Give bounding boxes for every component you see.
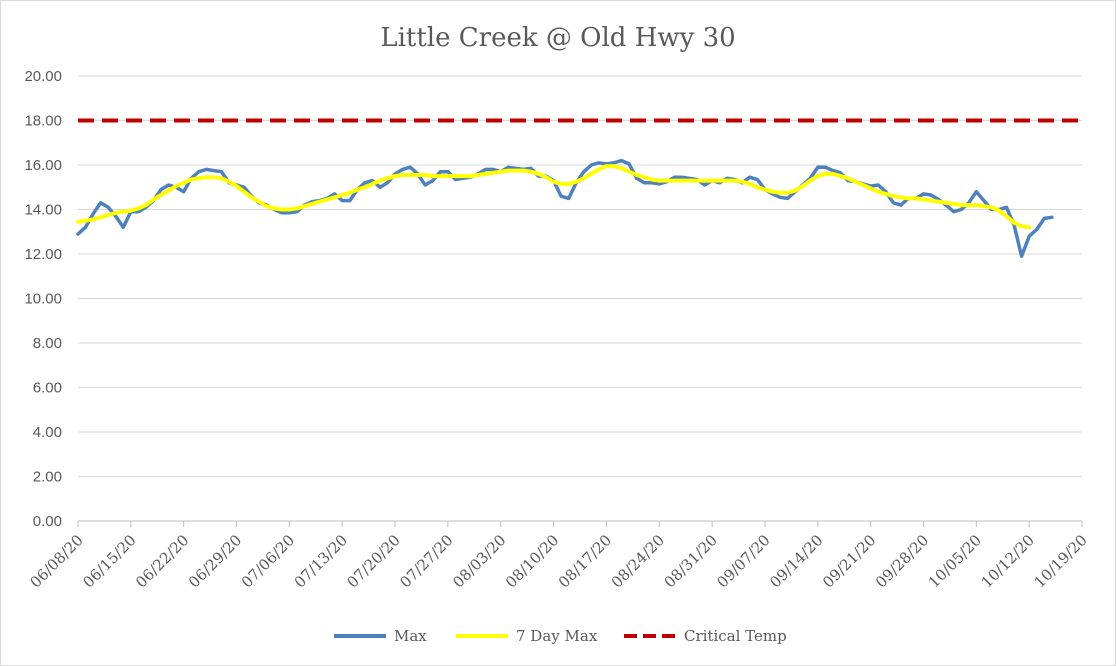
x-tick-label: 08/31/20 [661,531,721,591]
legend-max-label: Max [394,627,427,645]
y-axis-ticks: 0.00 2.00 4.00 6.00 8.00 10.00 12.00 14.00 16.00… [24,68,62,530]
y-tick-label: 16.00 [24,157,62,174]
chart-title: Little Creek @ Old Hwy 30 [380,23,735,53]
y-tick-label: 2.00 [33,469,62,486]
x-tick-label: 08/24/20 [608,531,668,591]
x-tick-label: 06/15/20 [79,531,139,591]
x-tick-label: 10/12/20 [978,531,1038,591]
gridlines [78,75,1082,477]
x-tick-label: 06/29/20 [185,531,245,591]
y-tick-label: 10.00 [24,291,62,308]
series-max-line [76,158,1054,258]
y-tick-label: 14.00 [24,202,62,219]
x-tick-label: 07/13/20 [291,531,351,591]
x-tick-label: 07/20/20 [344,531,404,591]
x-axis-ticks: 06/08/2006/15/2006/22/2006/29/2007/06/20… [26,521,1091,591]
x-tick-label: 10/05/20 [925,531,985,591]
x-tick-label: 07/27/20 [396,531,456,591]
x-tick-label: 09/28/20 [872,531,932,591]
legend-7-day-max-label: 7 Day Max [516,627,598,645]
y-tick-label: 20.00 [24,68,62,85]
series-7-day-max-line [76,164,1032,230]
y-tick-label: 0.00 [33,513,62,530]
x-tick-label: 09/21/20 [819,531,879,591]
x-tick-label: 07/06/20 [238,531,298,591]
x-tick-label: 06/22/20 [132,531,192,591]
y-tick-label: 18.00 [24,113,62,130]
x-tick-label: 06/08/20 [26,531,86,591]
x-tick-label: 09/07/20 [713,531,773,591]
y-tick-label: 4.00 [33,424,62,441]
legend: Max 7 Day Max Critical Temp [334,627,787,645]
x-tick-label: 08/17/20 [555,531,615,591]
x-tick-label: 10/19/20 [1030,531,1090,591]
x-tick-label: 08/10/20 [502,531,562,591]
y-tick-label: 8.00 [33,335,62,352]
series-layer [76,118,1082,258]
y-tick-label: 12.00 [24,246,62,263]
x-tick-label: 09/14/20 [766,531,826,591]
x-tick-label: 08/03/20 [449,531,509,591]
y-tick-label: 6.00 [33,380,62,397]
legend-critical-temp-label: Critical Temp [684,627,787,645]
